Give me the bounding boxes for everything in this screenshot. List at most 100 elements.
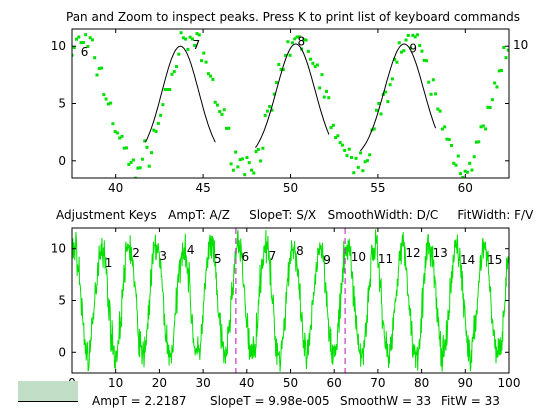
data-point [463,169,467,173]
x-tick-label: 90 [458,376,473,390]
data-point [497,69,501,73]
peak-number-label: 8 [297,35,305,49]
data-point [474,140,478,144]
y-tick-label: 10 [51,242,66,256]
peak-number-label: 5 [214,252,222,266]
data-point [184,37,188,41]
data-point [327,96,331,100]
data-point [431,78,435,82]
data-point [159,113,163,117]
data-point [447,138,451,142]
data-point [429,92,433,96]
data-point [379,112,383,116]
data-point [138,166,142,170]
data-point [145,145,149,149]
x-tick-label: 30 [195,376,210,390]
data-point [263,113,267,117]
data-point [286,40,290,44]
data-point [352,171,356,175]
data-point [422,58,426,62]
data-point [243,173,247,177]
data-point [361,169,365,173]
data-point [313,65,317,69]
data-point [390,77,394,81]
y-tick-label: 0 [58,345,66,359]
data-point [402,49,406,53]
data-point [234,150,238,154]
plot-area [72,228,509,373]
data-point [275,81,279,85]
data-point [386,100,390,104]
x-tick-label: 60 [327,376,342,390]
data-point [109,101,113,105]
data-point [131,158,135,162]
x-tick-label: 20 [152,376,167,390]
data-point [320,73,324,77]
data-point [347,147,351,151]
data-point [461,175,465,178]
data-point [393,57,397,61]
bottom-plot-title: Adjustment Keys AmpT: A/Z SlopeT: S/X Sm… [56,208,534,222]
data-point [175,65,179,69]
data-point [197,33,201,37]
data-point [181,36,185,40]
data-point [499,68,503,72]
data-point [211,77,215,81]
data-point [177,52,181,56]
plot-area [72,31,509,178]
data-point [147,164,151,168]
data-point [238,158,242,162]
data-point [418,44,422,48]
data-point [231,168,235,172]
data-point [365,159,369,163]
peak-number-label: 9 [323,253,331,267]
x-tick-label: 100 [498,376,521,390]
data-point [250,168,254,172]
data-point [90,38,94,42]
fit-curve [144,45,216,143]
fit-width-readout: FitW = 33 [441,394,500,408]
data-point [209,74,213,78]
data-point [206,72,210,76]
data-point [388,83,392,87]
x-tick-label: 40 [239,376,254,390]
data-point [193,43,197,47]
data-point [493,81,497,85]
data-point [484,127,488,131]
data-point [227,126,231,130]
offscreen-peak-label: 10 [513,38,528,52]
data-point [356,165,360,169]
peak-number-label: 8 [296,244,304,258]
data-point [359,151,363,155]
data-point [306,49,310,53]
data-point [272,92,276,96]
data-point [72,53,74,57]
data-point [72,45,76,49]
data-point [336,134,340,138]
amp-threshold-readout: AmpT = 2.2187 [92,394,187,408]
peak-number-label: 10 [351,250,366,264]
peak-number-label: 3 [159,249,167,263]
data-point [420,49,424,53]
data-point [479,125,483,129]
data-point [277,62,281,66]
data-point [268,105,272,109]
peak-number-label: 9 [409,41,417,55]
data-point [375,108,379,112]
slope-threshold-readout: SlopeT = 9.98e-005 [210,394,330,408]
data-point [456,154,460,158]
data-point [315,63,319,67]
data-point [81,41,85,45]
data-point [222,108,226,112]
data-point [127,162,131,166]
y-tick-label: 0 [58,154,66,168]
x-tick-label: 50 [283,376,298,390]
data-point [188,35,192,39]
signal-line [72,229,509,372]
fit-curve [360,43,437,152]
fit-curve [255,43,330,148]
data-point [95,73,99,77]
data-point [134,176,138,178]
data-point [297,35,301,39]
